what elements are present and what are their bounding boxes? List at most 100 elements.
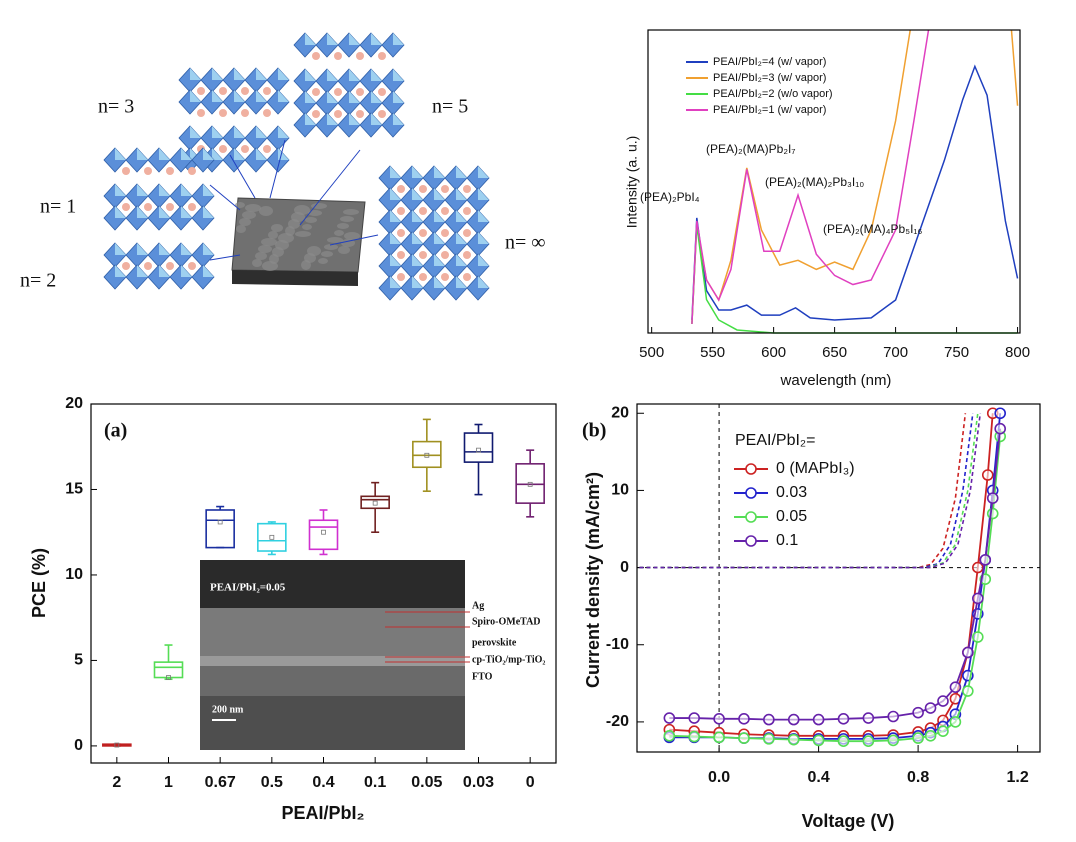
connector <box>299 149 361 226</box>
inset-layer <box>200 666 465 696</box>
x-tick-label: 800 <box>1005 344 1030 361</box>
cation <box>397 273 405 281</box>
cation <box>463 207 471 215</box>
cation <box>188 203 196 211</box>
inset-layer-label: perovskite <box>472 637 517 648</box>
x-tick-label: 0.5 <box>261 774 283 791</box>
plot-frame <box>647 29 1021 334</box>
connector <box>229 154 256 199</box>
octahedron-face <box>456 232 467 244</box>
cation <box>334 110 342 118</box>
octahedron-face <box>159 243 170 255</box>
octahedron-face <box>327 33 338 45</box>
y-tick-label: 20 <box>611 404 629 421</box>
octahedron-face <box>203 184 214 196</box>
n-label: n= 5 <box>432 96 468 118</box>
marker <box>972 592 984 605</box>
octahedron-face <box>327 113 338 125</box>
cation <box>188 167 196 175</box>
n-label: n= ∞ <box>505 232 546 254</box>
marker <box>738 713 750 725</box>
legend-label: PEAI/PbI₂=1 (w/ vapor) <box>713 104 826 116</box>
octahedron-face <box>234 68 245 80</box>
grain <box>337 223 349 229</box>
marker <box>887 734 900 747</box>
marker <box>937 695 949 707</box>
octahedron-face <box>456 254 467 266</box>
spectrum-line <box>691 225 1018 334</box>
octahedron-face <box>137 184 148 196</box>
legend-title: PEAI/PbI₂= <box>735 432 815 449</box>
marker <box>862 712 875 724</box>
x-tick-label: 600 <box>761 344 786 361</box>
octahedron-face <box>305 91 316 103</box>
cation <box>441 273 449 281</box>
cation <box>356 110 364 118</box>
y-axis-label: Intensity (a. u.) <box>624 136 640 229</box>
grain <box>252 259 262 267</box>
legend-label: PEAI/PbI₂=3 (w/ vapor) <box>713 72 826 84</box>
marker <box>887 710 900 723</box>
octahedron-face <box>478 254 489 266</box>
octahedron-face <box>203 265 214 277</box>
octahedron-face <box>327 69 338 81</box>
cation <box>441 229 449 237</box>
octahedron-face <box>305 69 316 81</box>
y-tick-label: -20 <box>606 713 629 730</box>
grain <box>318 258 328 264</box>
marker <box>994 422 1006 435</box>
mean <box>217 519 223 525</box>
octahedron-face <box>390 210 401 222</box>
octahedron-face <box>434 210 445 222</box>
dark-curve <box>639 413 982 569</box>
cation <box>463 185 471 193</box>
x-tick-label: 0.03 <box>463 774 494 791</box>
marker <box>962 646 974 659</box>
octahedron-face <box>115 243 126 255</box>
cation <box>241 145 249 153</box>
octahedron-face <box>412 166 423 178</box>
annotation: (PEA)₂(MA)₂Pb₃I₁₀ <box>765 175 864 189</box>
x-tick-label: 1 <box>164 774 173 791</box>
x-tick-label: 0.0 <box>708 769 730 786</box>
connector <box>209 184 241 211</box>
x-axis-label: Voltage (V) <box>802 811 895 831</box>
box <box>257 522 287 552</box>
octahedron-face <box>371 91 382 103</box>
mean <box>321 529 326 535</box>
cation <box>241 109 249 117</box>
octahedron-face <box>159 265 170 277</box>
octahedron-face <box>412 188 423 200</box>
mean <box>166 675 171 680</box>
annotation: (PEA)₂(MA)₄Pb₅I₁₆ <box>823 222 922 236</box>
inset-title: PEAI/PbI₂=0.05 <box>210 582 286 594</box>
grain <box>324 244 338 250</box>
panel-label: (b) <box>582 420 606 442</box>
grain <box>327 237 343 243</box>
cation <box>219 109 227 117</box>
inset-top <box>200 560 465 608</box>
y-tick-label: 0 <box>620 559 629 576</box>
marker <box>688 730 701 743</box>
cation <box>441 207 449 215</box>
octahedron-face <box>159 184 170 196</box>
x-tick-label: 0.67 <box>205 774 236 791</box>
grain <box>301 260 311 270</box>
grain <box>268 231 278 239</box>
n-label: n= 1 <box>40 196 76 218</box>
octahedron-face <box>456 210 467 222</box>
mean <box>114 742 120 748</box>
octahedron-face <box>305 33 316 45</box>
octahedron-face <box>371 33 382 45</box>
mean <box>269 534 275 540</box>
marker <box>663 712 676 724</box>
octahedron-face <box>393 91 404 103</box>
octahedron-face <box>203 206 214 218</box>
y-tick-label: 15 <box>65 481 83 498</box>
marker <box>713 731 725 744</box>
connector <box>209 254 241 261</box>
plot-frame <box>90 403 557 764</box>
octahedron-face <box>371 113 382 125</box>
octahedron-face <box>234 148 245 160</box>
marker <box>986 492 999 504</box>
